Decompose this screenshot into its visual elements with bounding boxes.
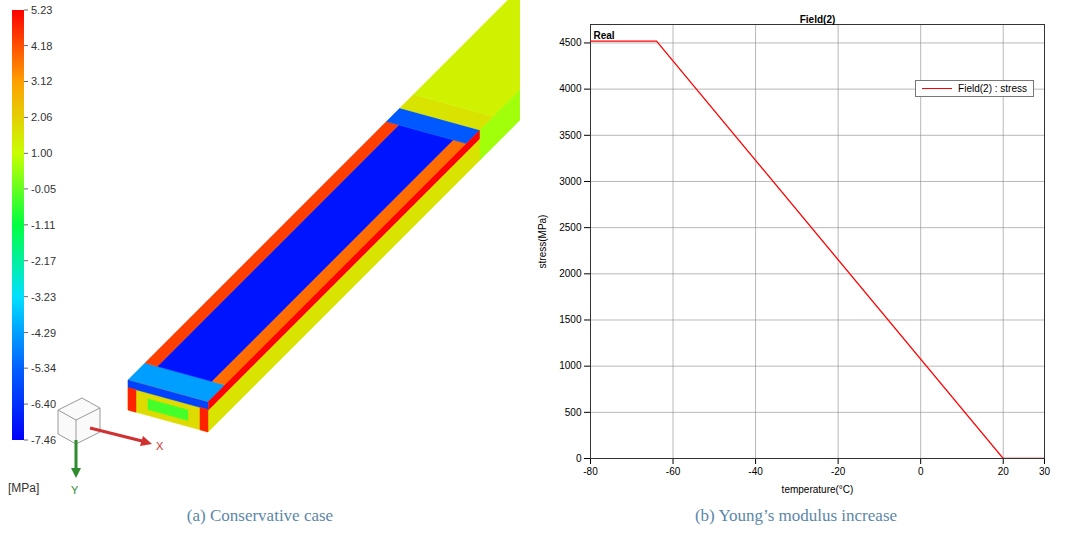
html-text:(b) Young’s modulus increase: (b) Young’s modulus increase <box>694 506 897 525</box>
svg-text:1500: 1500 <box>559 314 582 325</box>
svg-text:30: 30 <box>1039 466 1051 477</box>
svg-text:Y: Y <box>71 484 79 496</box>
svg-text:3500: 3500 <box>559 130 582 141</box>
svg-text:-3.23: -3.23 <box>31 291 56 303</box>
svg-text:0: 0 <box>918 466 924 477</box>
svg-text:Real: Real <box>594 30 615 41</box>
svg-text:5.23: 5.23 <box>31 4 52 16</box>
svg-text:-60: -60 <box>666 466 681 477</box>
svg-text:-7.46: -7.46 <box>31 434 56 446</box>
svg-text:4.18: 4.18 <box>31 40 52 52</box>
svg-text:-6.40: -6.40 <box>31 398 56 410</box>
svg-text:-4.29: -4.29 <box>31 327 56 339</box>
svg-text:3.12: 3.12 <box>31 75 52 87</box>
svg-text:500: 500 <box>565 407 582 418</box>
svg-text:-40: -40 <box>748 466 763 477</box>
svg-text:0: 0 <box>576 453 582 464</box>
html-text:Field(2) : stress: Field(2) : stress <box>958 83 1027 94</box>
svg-text:2000: 2000 <box>559 268 582 279</box>
svg-text:-2.17: -2.17 <box>31 255 56 267</box>
svg-text:1.00: 1.00 <box>31 147 52 159</box>
svg-text:[MPa]: [MPa] <box>8 481 39 495</box>
svg-text:-20: -20 <box>831 466 846 477</box>
svg-text:-5.34: -5.34 <box>31 362 56 374</box>
html-text:(a) Conservative case: (a) Conservative case <box>186 506 334 525</box>
svg-text:X: X <box>156 440 164 452</box>
svg-text:1000: 1000 <box>559 360 582 371</box>
svg-text:-1.11: -1.11 <box>31 219 55 231</box>
svg-text:stress(MPa): stress(MPa) <box>537 215 548 269</box>
svg-text:2500: 2500 <box>559 222 582 233</box>
svg-text:-80: -80 <box>583 466 598 477</box>
svg-text:3000: 3000 <box>559 176 582 187</box>
svg-text:20: 20 <box>998 466 1010 477</box>
svg-text:-0.05: -0.05 <box>31 183 56 195</box>
svg-text:2.06: 2.06 <box>31 111 52 123</box>
svg-text:4000: 4000 <box>559 83 582 94</box>
svg-text:temperature(°C): temperature(°C) <box>782 484 854 495</box>
svg-text:4500: 4500 <box>559 37 582 48</box>
svg-text:Field(2): Field(2) <box>800 14 836 25</box>
